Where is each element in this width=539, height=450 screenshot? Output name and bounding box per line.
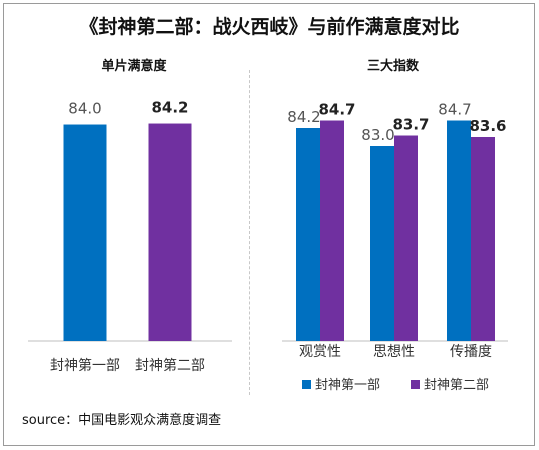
right-bar-label-1-series-1: 84.2 (287, 108, 320, 126)
left-bar-2 (148, 123, 192, 341)
left-bar-label-1: 84.0 (68, 100, 101, 118)
chart-divider (249, 70, 250, 395)
left-bar-label-2: 84.2 (151, 99, 188, 117)
left-chart-title: 单片满意度 (101, 59, 167, 74)
right-category-label-2: 思想性 (373, 344, 415, 360)
legend-label-1: 封神第一部 (315, 378, 380, 393)
left-category-label-2: 封神第二部 (135, 357, 205, 374)
right-category-label-3: 传播度 (450, 344, 492, 360)
right-bar-3-series-1 (447, 120, 471, 341)
right-bar-label-3-series-1: 84.7 (438, 101, 471, 119)
right-bar-1-series-2 (320, 120, 344, 341)
right-bar-label-3-series-2: 83.6 (469, 117, 506, 135)
legend-swatch-1 (302, 380, 311, 389)
legend-swatch-2 (411, 380, 420, 389)
right-bar-2-series-2 (394, 135, 418, 341)
left-category-label-1: 封神第一部 (50, 357, 120, 374)
right-bar-label-2-series-1: 83.0 (361, 126, 394, 144)
right-bar-3-series-2 (471, 137, 495, 341)
right-bar-label-1-series-2: 84.7 (318, 101, 355, 119)
right-chart-title: 三大指数 (366, 59, 419, 74)
legend-label-2: 封神第二部 (424, 378, 489, 393)
left-bar-1 (63, 124, 107, 342)
source-note: source：中国电影观众满意度调查 (22, 413, 222, 428)
right-bar-1-series-1 (296, 128, 320, 341)
right-bar-2-series-1 (370, 146, 394, 341)
right-bar-label-2-series-2: 83.7 (392, 116, 429, 134)
right-category-label-1: 观赏性 (299, 344, 341, 360)
chart-title: 《封神第二部：战火西岐》与前作满意度对比 (79, 16, 460, 38)
